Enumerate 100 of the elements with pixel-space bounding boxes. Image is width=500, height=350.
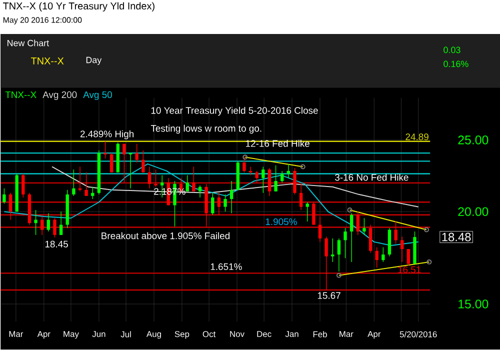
candlestick — [204, 184, 208, 227]
candlestick — [312, 202, 316, 226]
candlestick — [318, 216, 322, 242]
x-tick-label: Jul — [120, 331, 131, 338]
x-tick-label: Aug — [146, 331, 161, 339]
text: 0.16% — [444, 60, 468, 68]
candlestick — [293, 168, 296, 195]
candlestick — [262, 166, 265, 194]
x-tick-label: 5/20/2016 — [400, 331, 437, 338]
candlestick — [2, 188, 6, 204]
annotation: 1.905% — [266, 218, 297, 226]
candlestick — [15, 174, 18, 212]
candlestick — [78, 166, 82, 192]
candlestick — [148, 166, 152, 189]
candlestick — [337, 238, 341, 272]
annotation: 16.51 — [398, 266, 421, 274]
text: TNX--X — [30, 58, 64, 65]
annotation: 12-16 Fed Hike — [246, 140, 310, 148]
candlestick — [198, 185, 202, 198]
x-tick-label: Mar — [9, 331, 24, 338]
candlestick — [280, 170, 284, 184]
candlestick — [286, 164, 290, 179]
candlestick — [306, 202, 309, 222]
chart-title: TNX--X (10 Yr Treasury Yld Index) — [3, 2, 154, 12]
y-tick-label: 20.00 — [458, 207, 488, 216]
candlestick — [8, 192, 12, 220]
candlestick — [324, 236, 328, 291]
candlestick — [110, 152, 114, 173]
x-tick-label: Nov — [230, 331, 244, 338]
candlestick — [72, 169, 76, 196]
candlestick — [59, 211, 63, 236]
x-tick-label: Feb — [313, 331, 327, 338]
annotation: 3-16 No Fed Hike — [335, 174, 408, 181]
x-tick-label: Jun — [92, 331, 106, 338]
candlestick — [362, 218, 366, 236]
text: Day — [86, 57, 102, 66]
x-tick-label: Mar — [340, 331, 354, 338]
x-tick-label: Jan — [285, 331, 298, 338]
candlestick — [28, 192, 32, 226]
candlestick — [268, 168, 272, 196]
candlestick — [394, 221, 398, 244]
text: Avg 200 — [42, 92, 77, 100]
candlestick — [104, 141, 107, 160]
x-tick-label: Apr — [368, 331, 381, 339]
candlestick — [66, 190, 69, 229]
candlestick — [84, 172, 88, 196]
candlestick — [217, 192, 221, 216]
candlestick — [46, 213, 50, 232]
annotation: 1.651% — [210, 264, 242, 270]
candlestick — [388, 228, 392, 257]
candlestick — [211, 192, 214, 216]
annotation: 10 Year Treasury Yield 5-20-2016 Close — [151, 107, 318, 116]
candlestick — [53, 218, 56, 238]
annotation: Breakout above 1.905% Failed — [102, 232, 230, 240]
candlestick — [97, 150, 101, 195]
candlestick — [128, 152, 132, 189]
candlestick — [142, 150, 145, 173]
candlestick — [236, 161, 240, 190]
x-tick-label: Apr — [37, 331, 50, 339]
candlestick — [375, 247, 378, 268]
annotation: 18.48 — [442, 233, 471, 242]
candlestick — [248, 166, 252, 176]
candlestick — [299, 184, 303, 211]
line-series — [4, 164, 419, 246]
annotation: 15.67 — [318, 292, 340, 300]
candlestick — [186, 175, 189, 192]
candlestick — [116, 142, 120, 173]
candlestick — [91, 186, 94, 200]
candlestick — [230, 180, 234, 214]
candlestick — [255, 170, 258, 184]
candlestick — [135, 144, 138, 164]
line-series — [52, 166, 419, 208]
text: TNX--X — [5, 92, 36, 98]
candlestick — [331, 238, 334, 262]
annotation: 18.45 — [45, 240, 68, 248]
x-tick-label: May — [64, 331, 79, 339]
candlestick — [40, 216, 44, 236]
candlestick — [356, 211, 360, 236]
candlestick — [344, 228, 347, 259]
candlestick — [154, 169, 158, 188]
candlestick — [400, 236, 404, 262]
candlestick — [350, 213, 354, 262]
candlestick — [274, 165, 278, 192]
text: New Chart — [8, 40, 50, 46]
annotation: Testing lows w room to go. — [150, 124, 262, 134]
candlestick — [224, 194, 227, 212]
candlestick — [368, 224, 372, 254]
candlestick — [192, 166, 196, 192]
x-tick-label: Sep — [174, 331, 190, 339]
x-tick-label: Oct — [202, 331, 216, 338]
ref-line-label: 24.89 — [406, 134, 428, 140]
candlestick — [22, 174, 25, 198]
candlestick — [122, 144, 126, 184]
candlestick — [413, 231, 416, 264]
candlestick — [406, 248, 410, 266]
y-tick-label: 25.00 — [458, 136, 488, 145]
x-tick-label: Dec — [257, 331, 272, 338]
annotation: 2.489% High — [80, 130, 134, 140]
text: Avg 50 — [83, 92, 112, 100]
y-tick-label: 15.00 — [458, 300, 488, 309]
